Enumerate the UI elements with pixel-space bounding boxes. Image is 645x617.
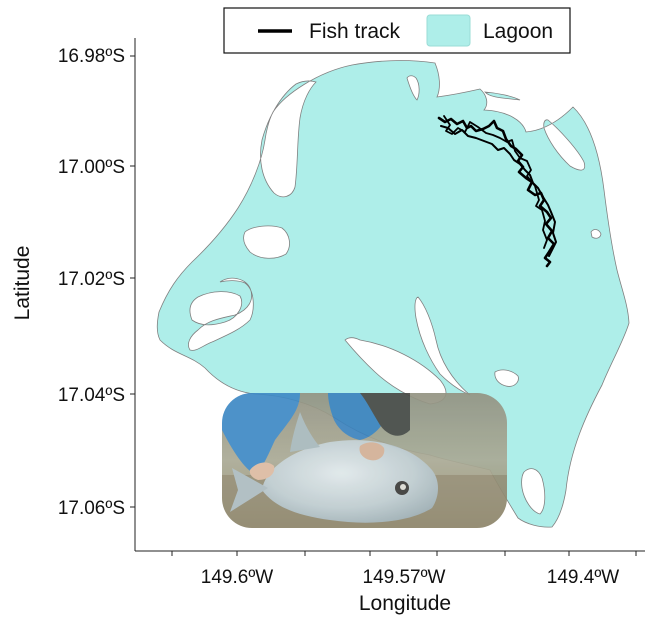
x-axis-title: Longitude bbox=[359, 592, 451, 615]
fish-track bbox=[443, 115, 548, 249]
fish-track bbox=[440, 125, 557, 257]
y-tick-label: 17.06ºS bbox=[58, 498, 125, 519]
fish-track-legend-label: Fish track bbox=[309, 20, 401, 43]
axes: 16.98ºS 17.00ºS 17.02ºS 17.04ºS 17.06ºS … bbox=[11, 38, 645, 615]
x-tick-label: 149.4ºW bbox=[547, 567, 619, 588]
y-tick-label: 17.02ºS bbox=[58, 269, 125, 290]
legend: Fish track Lagoon bbox=[223, 7, 571, 54]
x-tick-label: 149.6ºW bbox=[201, 567, 273, 588]
lagoon-legend-label: Lagoon bbox=[483, 20, 553, 43]
y-tick-label: 17.04ºS bbox=[58, 385, 125, 406]
x-tick-label: 149.57ºW bbox=[363, 567, 446, 588]
lagoon-area bbox=[156, 60, 630, 528]
y-tick-label: 17.00ºS bbox=[58, 157, 125, 178]
lagoon-legend-swatch bbox=[426, 14, 471, 47]
fish-photo bbox=[222, 393, 507, 528]
y-axis-title: Latitude bbox=[11, 246, 34, 321]
y-tick-label: 16.98ºS bbox=[58, 46, 125, 67]
